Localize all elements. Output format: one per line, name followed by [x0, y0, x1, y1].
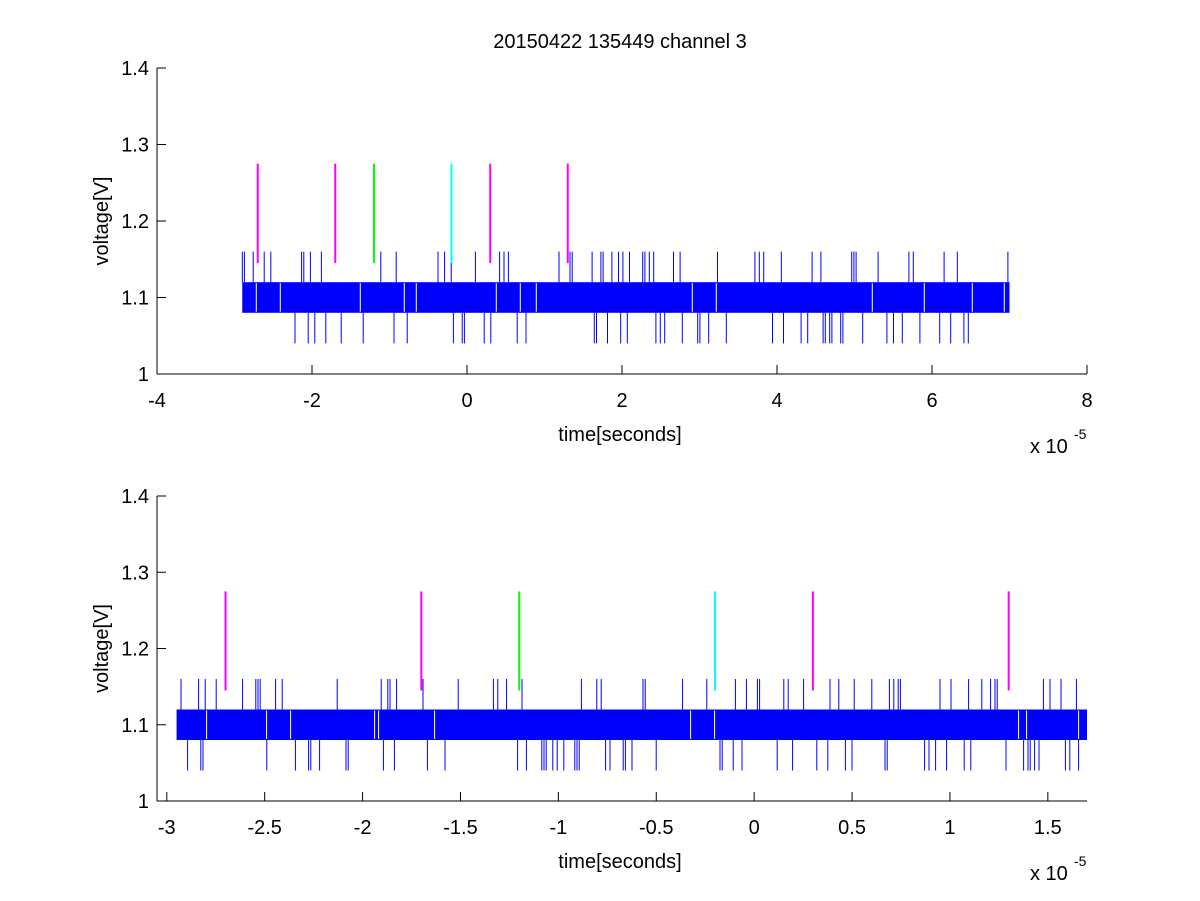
y-tick-label: 1.4	[121, 486, 149, 508]
y-axis-label: voltage[V]	[91, 177, 113, 266]
signal-band-gaps	[206, 710, 1080, 739]
y-tick-label: 1	[138, 364, 149, 386]
x-tick-label: -3	[158, 817, 176, 839]
bottom-subplot: 1 1.1 1.2 1.3 1.4 -3 -2.5 -2 -1.5 -1 -0.5 0 0.5 1 1.5 t…	[91, 486, 1087, 885]
x-tick-label: 0	[749, 817, 760, 839]
x-tick-label: 2	[616, 390, 627, 412]
x-tick-label: 0.5	[838, 817, 866, 839]
x-axis-label: time[seconds]	[558, 851, 681, 873]
x-tick-label: -2	[354, 817, 372, 839]
y-tick-label: 1.1	[121, 288, 149, 310]
x-exponent-label: x 10	[1030, 436, 1068, 458]
x-tick-label: 0	[461, 390, 472, 412]
signal-band	[176, 709, 1087, 740]
y-tick-label: 1.4	[121, 58, 149, 80]
x-tick-label: -1.5	[443, 817, 477, 839]
signal-band	[242, 282, 1010, 313]
y-tick-label: 1.2	[121, 211, 149, 233]
x-tick-label: -4	[148, 390, 166, 412]
x-tick-label: 1	[944, 817, 955, 839]
y-tick-label: 1.3	[121, 135, 149, 157]
x-exponent-value: -5	[1074, 426, 1087, 442]
signal-spikes	[180, 679, 1080, 771]
y-tick-label: 1.2	[121, 639, 149, 661]
x-tick-label: 6	[926, 390, 937, 412]
top-subplot: 1 1.1 1.2 1.3 1.4 -4 -2 0 2 4 6 8 time[seconds] volta…	[91, 58, 1093, 458]
x-tick-label: 1.5	[1034, 817, 1062, 839]
y-tick-label: 1.1	[121, 715, 149, 737]
x-tick-label: 8	[1081, 390, 1092, 412]
x-tick-label: -1	[549, 817, 567, 839]
signal-spikes	[241, 251, 1009, 344]
signal-band-gaps	[255, 283, 1005, 312]
x-tick-label: 4	[771, 390, 782, 412]
x-axis-label: time[seconds]	[558, 424, 681, 446]
x-exponent-value: -5	[1074, 853, 1087, 869]
y-tick-label: 1	[138, 791, 149, 813]
x-exponent-label: x 10	[1030, 863, 1068, 885]
y-tick-label: 1.3	[121, 562, 149, 584]
x-tick-label: -0.5	[639, 817, 673, 839]
x-tick-label: -2	[303, 390, 321, 412]
y-axis-label: voltage[V]	[91, 604, 113, 693]
x-tick-label: -2.5	[247, 817, 281, 839]
figure-title: 20150422 135449 channel 3	[493, 31, 747, 53]
